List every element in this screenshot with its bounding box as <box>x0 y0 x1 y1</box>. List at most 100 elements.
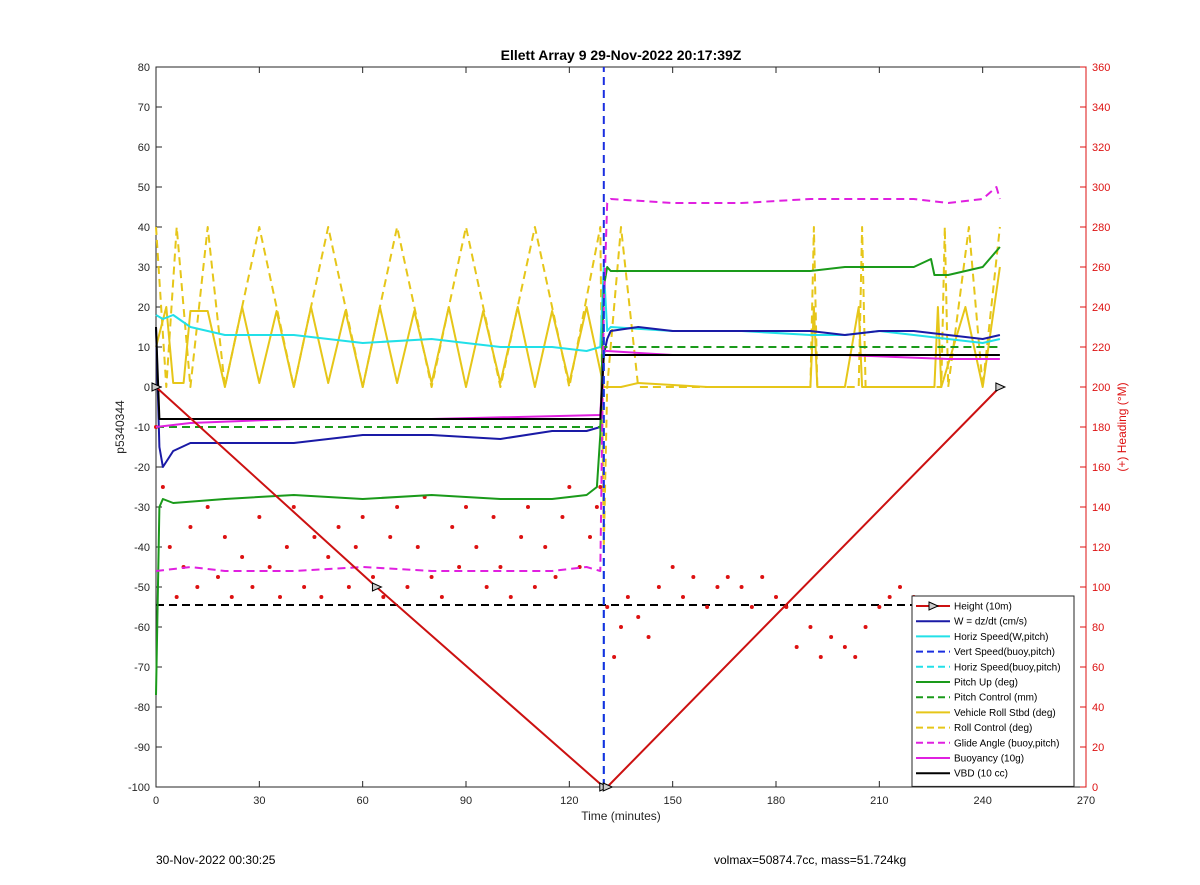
heading-point <box>863 625 868 629</box>
left-y-tick-label: -50 <box>134 582 150 594</box>
heading-point <box>705 605 710 609</box>
right-y-tick-label: 80 <box>1092 622 1104 634</box>
x-tick-label: 60 <box>357 795 369 807</box>
heading-point <box>222 535 227 539</box>
heading-point <box>388 535 393 539</box>
legend-label: Glide Angle (buoy,pitch) <box>954 738 1059 749</box>
right-y-tick-label: 60 <box>1092 662 1104 674</box>
right-y-axis: 0 20 40 60 80 100 120 140 160 180 200 220 240 260 280 3… <box>1080 62 1110 794</box>
legend-label: Roll Control (deg) <box>954 723 1032 734</box>
heading-point <box>174 595 179 599</box>
legend-label: Horiz Speed(W,pitch) <box>954 632 1048 643</box>
right-y-tick-label: 140 <box>1092 502 1110 514</box>
legend-marker <box>928 601 940 611</box>
heading-point <box>739 585 744 589</box>
heading-point <box>725 575 730 579</box>
right-y-tick-label: 340 <box>1092 102 1110 114</box>
right-y-tick-label: 260 <box>1092 262 1110 274</box>
left-y-axis-label: p5340344 <box>113 400 127 454</box>
right-y-tick-label: 180 <box>1092 422 1110 434</box>
left-y-tick-label: -30 <box>134 502 150 514</box>
heading-point <box>250 585 255 589</box>
heading-point <box>326 555 331 559</box>
right-y-tick-label: 240 <box>1092 302 1110 314</box>
heading-point <box>588 535 592 539</box>
heading-point <box>508 595 513 599</box>
heading-point <box>450 525 455 529</box>
x-tick-label: 90 <box>460 795 472 807</box>
heading-point <box>715 585 720 589</box>
heading-point <box>681 595 685 599</box>
left-y-tick-label: 50 <box>138 182 150 194</box>
left-y-tick-label: -20 <box>134 462 150 474</box>
heading-point <box>829 635 834 639</box>
heading-point <box>381 595 386 599</box>
legend-label: Vehicle Roll Stbd (deg) <box>954 708 1056 719</box>
heading-point <box>167 545 172 549</box>
left-y-tick-label: -100 <box>128 782 150 794</box>
legend-label: W = dz/dt (cm/s) <box>954 617 1027 628</box>
heading-point <box>336 525 341 529</box>
right-y-tick-label: 20 <box>1092 742 1104 754</box>
heading-point <box>371 575 375 579</box>
heading-point <box>598 485 603 489</box>
height-marker <box>151 382 163 392</box>
right-y-tick-label: 280 <box>1092 222 1110 234</box>
heading-point <box>594 505 599 509</box>
heading-point <box>278 595 282 599</box>
heading-point <box>395 505 400 509</box>
heading-point <box>353 545 358 549</box>
right-y-tick-label: 100 <box>1092 582 1110 594</box>
left-y-tick-label: -40 <box>134 542 150 554</box>
right-y-tick-label: 200 <box>1092 382 1110 394</box>
left-y-tick-label: -70 <box>134 662 150 674</box>
legend-label: Pitch Control (mm) <box>954 693 1037 704</box>
heading-point <box>319 595 324 599</box>
heading-point <box>774 595 778 599</box>
heading-point <box>619 625 623 629</box>
heading-point <box>360 515 365 519</box>
heading-point <box>429 575 434 579</box>
heading-point <box>808 625 813 629</box>
height-marker <box>995 382 1007 392</box>
heading-point <box>415 545 420 549</box>
heading-point <box>553 575 558 579</box>
left-y-tick-label: 60 <box>138 142 150 154</box>
heading-point <box>605 605 610 609</box>
heading-point <box>519 535 524 539</box>
heading-point <box>760 575 765 579</box>
heading-point <box>670 565 675 569</box>
heading-point <box>312 535 317 539</box>
heading-point <box>526 505 530 509</box>
heading-point <box>898 585 902 589</box>
x-tick-label: 0 <box>153 795 159 807</box>
heading-point <box>188 525 193 529</box>
legend-label: Height (10m) <box>954 602 1012 613</box>
heading-point <box>625 595 630 599</box>
heading-point <box>842 645 847 649</box>
left-y-tick-label: 70 <box>138 102 150 114</box>
heading-point <box>636 615 641 619</box>
right-y-tick-label: 160 <box>1092 462 1110 474</box>
left-y-tick-label: -80 <box>134 702 150 714</box>
heading-point <box>195 585 200 589</box>
heading-point <box>498 565 503 569</box>
series-line-vbd <box>155 326 1000 420</box>
heading-point <box>877 605 882 609</box>
heading-point <box>284 545 289 549</box>
chart-title: Ellett Array 9 29-Nov-2022 20:17:39Z <box>501 47 742 63</box>
legend-label: Pitch Up (deg) <box>954 678 1018 689</box>
x-tick-label: 30 <box>253 795 265 807</box>
right-y-tick-label: 360 <box>1092 62 1110 74</box>
height-marker <box>602 782 614 792</box>
legend-box <box>911 595 1075 787</box>
heading-point <box>567 485 572 489</box>
x-tick-label: 210 <box>870 795 888 807</box>
right-y-tick-label: 220 <box>1092 342 1110 354</box>
heading-point <box>229 595 234 599</box>
left-y-tick-label: 80 <box>138 62 150 74</box>
left-y-tick-label: -60 <box>134 622 150 634</box>
x-tick-label: 270 <box>1077 795 1095 807</box>
x-tick-label: 120 <box>560 795 578 807</box>
left-y-tick-label: 20 <box>138 302 150 314</box>
